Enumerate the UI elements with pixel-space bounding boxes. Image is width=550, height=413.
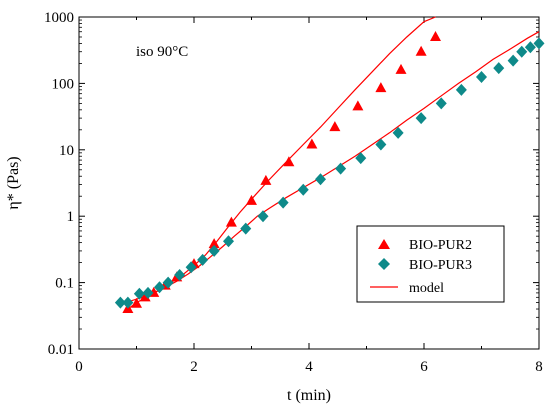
x-tick-label: 2 (190, 359, 198, 375)
bio-pur2-point (260, 174, 272, 185)
bio-pur3-point (533, 37, 545, 50)
bio-pur2-point (430, 30, 441, 41)
bio-pur3-point (114, 296, 126, 309)
legend: BIO-PUR2 BIO-PUR3 model (356, 225, 505, 303)
x-axis-label: t (min) (287, 387, 331, 404)
bio-pur3-point (162, 276, 174, 289)
x-tick-label: 6 (420, 359, 428, 375)
y-tick-label: 100 (52, 76, 75, 92)
bio-pur2-point (352, 100, 364, 111)
bio-pur2-point (306, 138, 318, 149)
bio-pur3-point (133, 287, 145, 300)
legend-label-bio-pur2: BIO-PUR2 (409, 238, 472, 253)
bio-pur3-point (174, 269, 186, 282)
data-points (114, 30, 545, 314)
bio-pur2-point (246, 194, 257, 205)
legend-label-bio-pur3: BIO-PUR3 (409, 258, 472, 273)
y-axis-label: η* (Pas) (5, 156, 22, 209)
legend-marker-diamond (378, 258, 390, 270)
bio-pur3-point (240, 222, 252, 235)
bio-pur3-point (277, 196, 289, 209)
legend-item-model: model (370, 281, 444, 296)
bio-pur3-point (154, 281, 165, 294)
bio-pur3-point (223, 235, 234, 248)
x-tick-label: 4 (305, 359, 313, 375)
bio-pur2-point (131, 297, 142, 308)
legend-label-model: model (409, 281, 444, 296)
legend-item-bio-pur2: BIO-PUR2 (378, 238, 472, 253)
bio-pur3-point (185, 261, 197, 274)
bio-pur3-point (197, 253, 209, 266)
bio-pur3-point (375, 138, 387, 151)
x-tick-label: 0 (75, 359, 83, 375)
x-tick-label: 8 (535, 359, 543, 375)
y-tick-label: 1 (67, 209, 75, 225)
y-tick-label: 0.01 (48, 342, 74, 358)
axis-ticks: 0 2 4 6 8 0.01 0.1 1 10 100 1000 (44, 10, 543, 375)
bio-pur3-point (315, 173, 326, 186)
legend-item-bio-pur3: BIO-PUR3 (378, 258, 472, 273)
legend-marker-triangle (378, 239, 390, 249)
bio-pur2-point (395, 63, 407, 74)
bio-pur2-point (415, 45, 427, 56)
bio-pur3-point (493, 62, 505, 75)
bio-pur2-point (139, 291, 151, 302)
bio-pur2-point (283, 156, 295, 167)
bio-pur3-point (455, 83, 467, 96)
bio-pur3-point (122, 296, 134, 309)
bio-pur3-point (507, 54, 519, 67)
bio-pur3-point (415, 112, 427, 125)
bio-pur3-point (516, 45, 528, 58)
bio-pur3-point (435, 97, 447, 110)
y-tick-label: 0.1 (55, 276, 74, 292)
bio-pur3-point (392, 126, 404, 139)
bio-pur3-point (335, 162, 347, 175)
bio-pur2-point (375, 82, 387, 93)
model-curve-2 (119, 31, 540, 304)
bio-pur3-point (208, 244, 220, 257)
bio-pur3-point (476, 70, 487, 83)
bio-pur2-point (225, 216, 237, 227)
bio-pur2-point (208, 238, 220, 249)
bio-pur3-point (257, 210, 269, 223)
bio-pur2-point (329, 121, 341, 132)
annotation-label: iso 90°C (136, 44, 188, 60)
y-tick-label: 1000 (44, 10, 74, 26)
bio-pur3-point (524, 41, 536, 54)
bio-pur3-point (355, 152, 367, 165)
bio-pur3-point (142, 286, 154, 299)
bio-pur3-point (297, 183, 309, 196)
y-tick-label: 10 (59, 143, 74, 159)
